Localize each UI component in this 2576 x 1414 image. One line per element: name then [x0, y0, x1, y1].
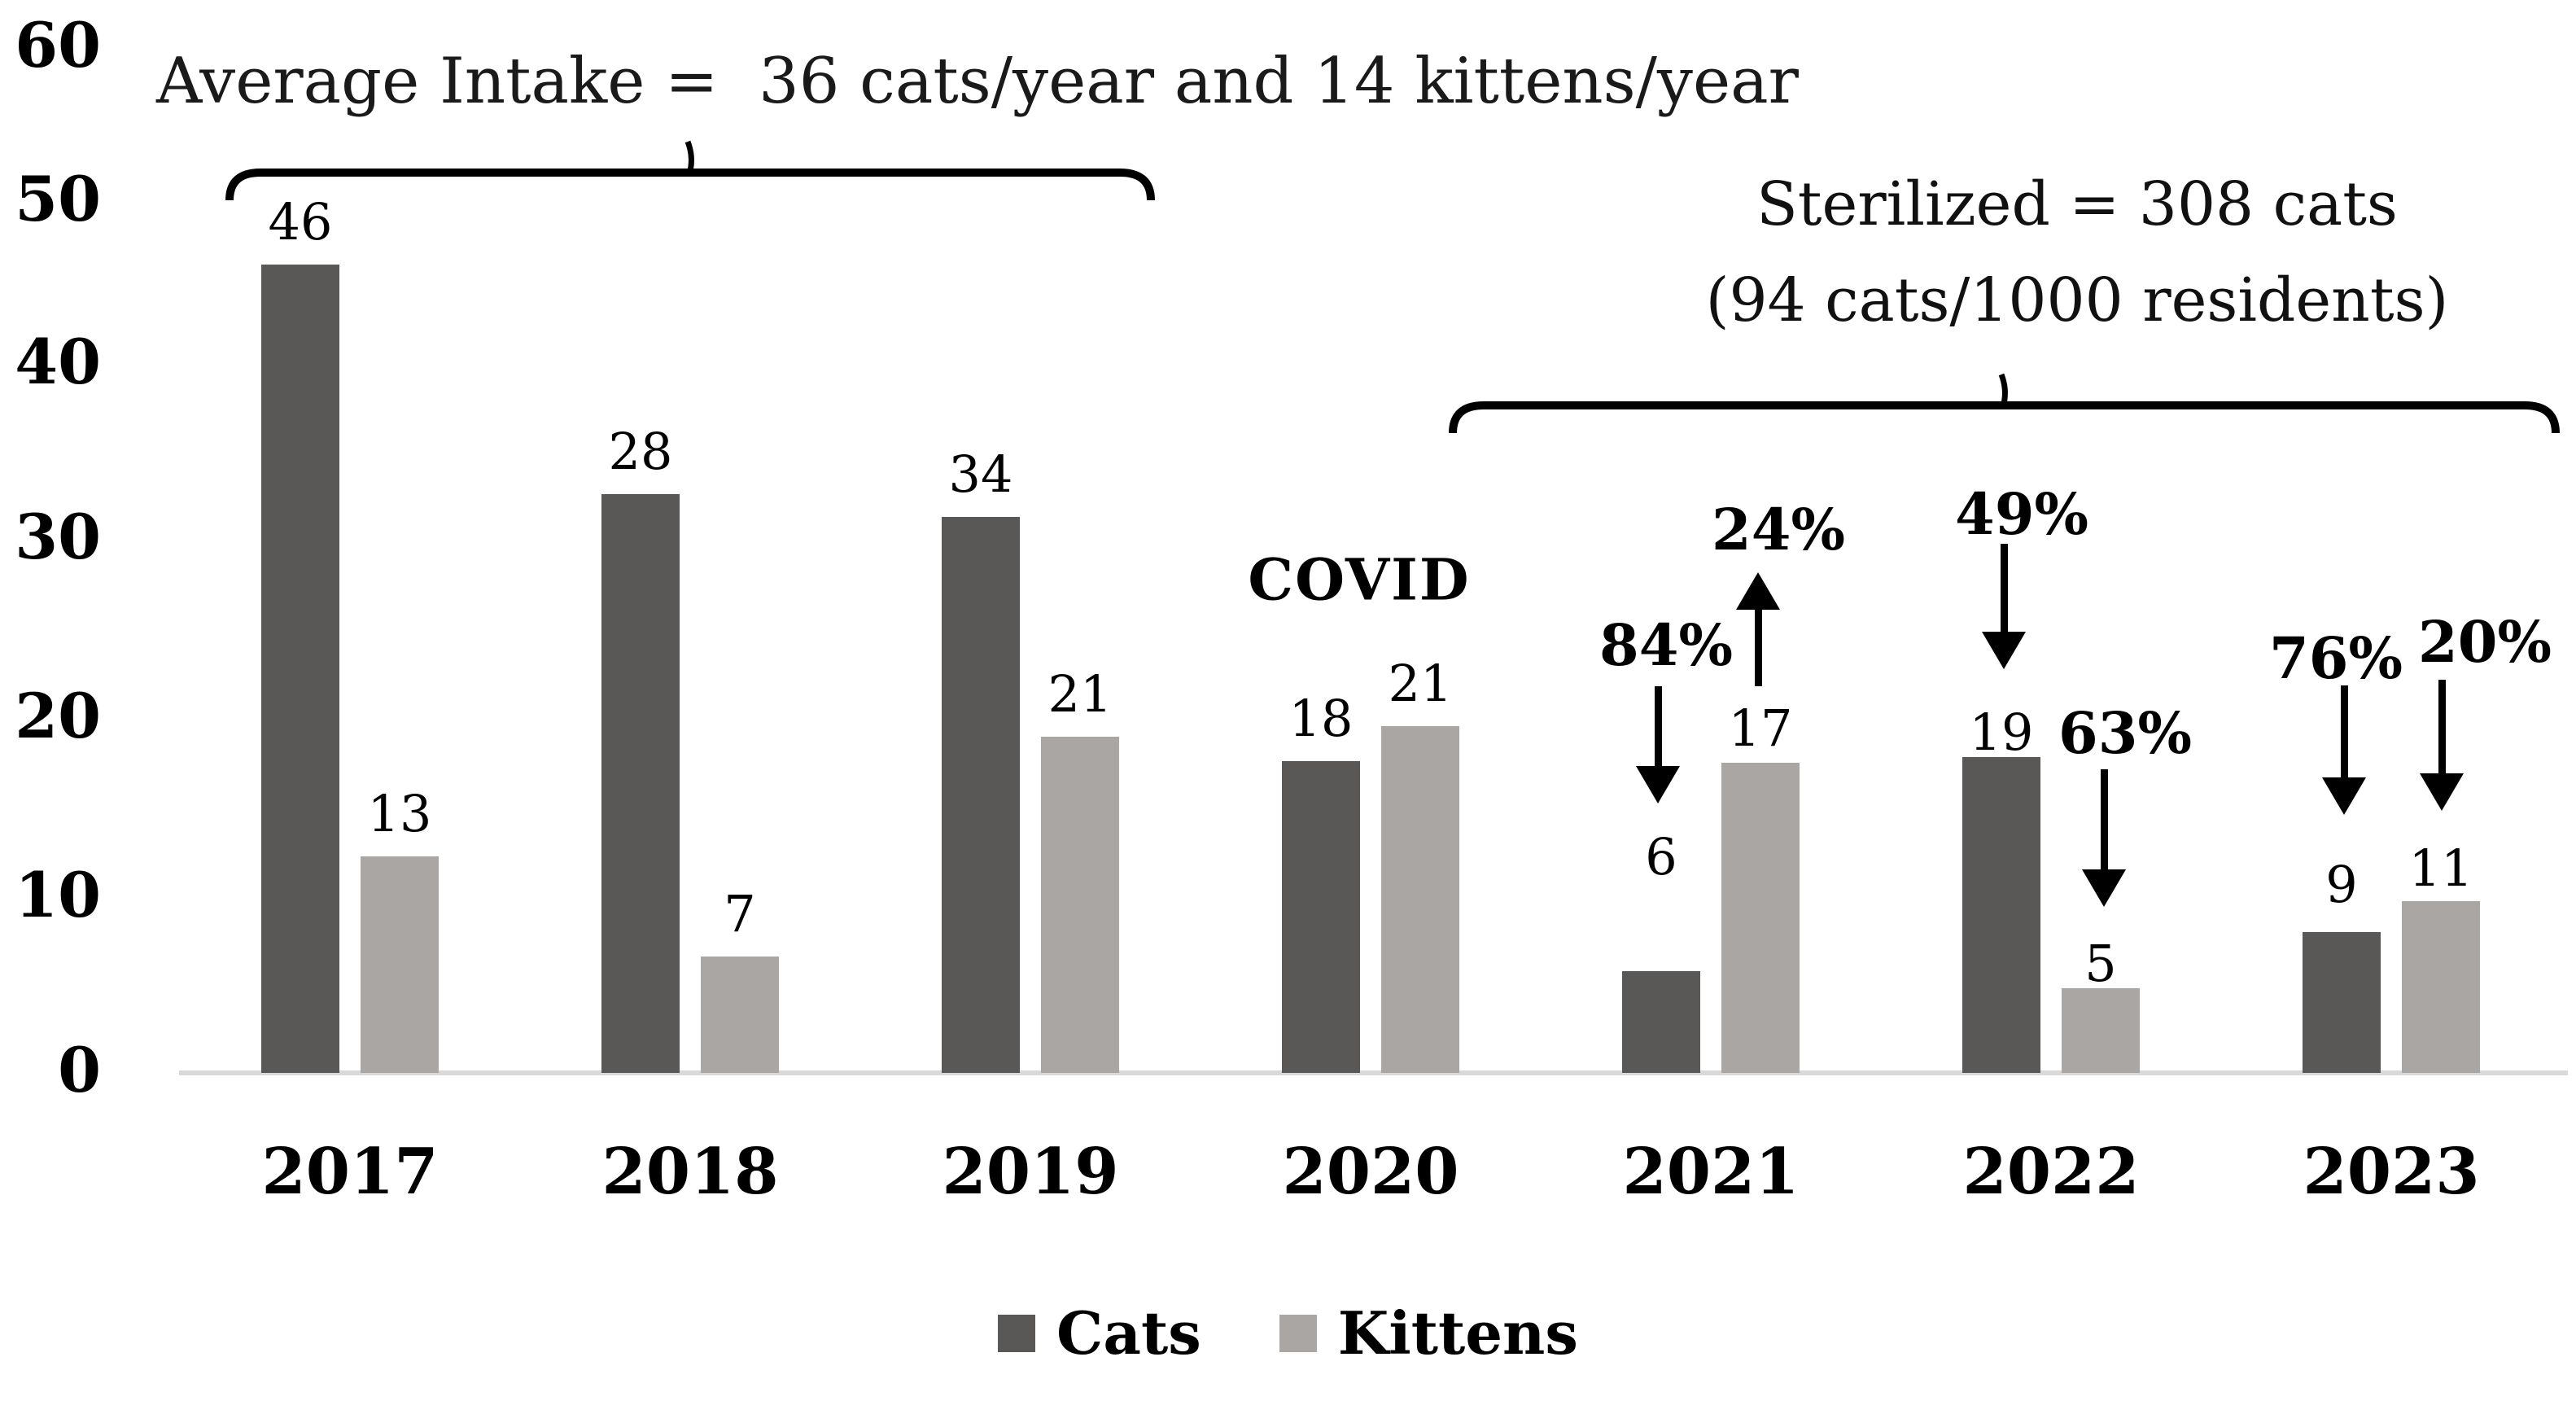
x-axis-label: 2018 — [601, 1135, 779, 1209]
pct-change-label-cats-2022: 49% — [1955, 480, 2088, 548]
covid-annotation: COVID — [1248, 545, 1471, 614]
sterilized-brace — [1449, 401, 2560, 434]
value-label-cats-2019: 34 — [948, 444, 1013, 504]
x-axis-label: 2019 — [942, 1135, 1119, 1209]
legend-item-kittens: Kittens — [1279, 1304, 1578, 1363]
trend-arrow-down-icon — [2100, 769, 2108, 874]
trend-arrow-down-icon — [2082, 869, 2126, 907]
y-axis-tick-label: 30 — [15, 501, 101, 573]
bar-cats-2017 — [261, 265, 339, 1073]
value-label-kittens-2020: 21 — [1388, 654, 1453, 713]
value-label-cats-2018: 28 — [608, 422, 673, 481]
bar-kittens-2018 — [701, 957, 779, 1073]
y-axis-tick-label: 60 — [15, 9, 101, 81]
value-label-cats-2020: 18 — [1288, 689, 1354, 748]
bar-cats-2021 — [1622, 971, 1700, 1073]
legend: Cats Kittens — [0, 1304, 2576, 1363]
trend-arrow-down-icon — [1636, 766, 1680, 803]
trend-arrow-up-icon — [1754, 605, 1762, 686]
y-axis-tick-label: 0 — [58, 1034, 101, 1106]
bar-kittens-2017 — [361, 856, 439, 1073]
legend-label-cats: Cats — [1056, 1298, 1201, 1368]
sterilized-line2: (94 cats/1000 residents) — [1705, 265, 2449, 335]
x-axis-label: 2020 — [1282, 1135, 1459, 1209]
bar-kittens-2023 — [2402, 901, 2480, 1073]
bar-kittens-2020 — [1381, 726, 1459, 1073]
intake-brace — [225, 169, 1155, 201]
trend-arrow-down-icon — [2420, 773, 2464, 811]
x-axis-line — [179, 1070, 2568, 1075]
value-label-kittens-2021: 17 — [1728, 698, 1793, 758]
sterilized-annotation: Sterilized = 308 cats (94 cats/1000 resi… — [1706, 156, 2449, 348]
pct-change-label-kittens-2022: 63% — [2058, 699, 2192, 767]
value-label-kittens-2019: 21 — [1047, 664, 1113, 724]
intake-brace-tick — [684, 140, 694, 172]
legend-item-cats: Cats — [998, 1304, 1201, 1363]
x-axis-label: 2021 — [1622, 1135, 1800, 1209]
x-axis-label: 2022 — [1962, 1135, 2140, 1209]
bar-cats-2023 — [2303, 932, 2381, 1073]
bar-cats-2019 — [942, 517, 1020, 1073]
pct-change-label-kittens-2023: 20% — [2418, 608, 2552, 676]
trend-arrow-down-icon — [2322, 777, 2366, 815]
value-label-cats-2023: 9 — [2325, 855, 2358, 914]
value-label-cats-2022: 19 — [1969, 703, 2034, 762]
trend-arrow-down-icon — [2438, 680, 2446, 778]
y-axis-tick-label: 20 — [15, 680, 101, 752]
trend-arrow-down-icon — [1654, 686, 1662, 771]
pct-change-label-cats-2023: 76% — [2269, 624, 2403, 692]
bar-cats-2018 — [601, 494, 680, 1073]
value-label-kittens-2017: 13 — [367, 784, 432, 843]
trend-arrow-down-icon — [2340, 685, 2348, 782]
y-axis-tick-label: 50 — [15, 163, 101, 235]
bar-kittens-2021 — [1721, 763, 1800, 1073]
pct-change-label-kittens-2021: 24% — [1712, 496, 1845, 563]
trend-arrow-up-icon — [1736, 572, 1780, 610]
value-label-kittens-2023: 11 — [2408, 838, 2473, 898]
trend-arrow-down-icon — [1982, 632, 2026, 669]
value-label-cats-2021: 6 — [1645, 827, 1677, 886]
x-axis-label: 2023 — [2303, 1135, 2480, 1209]
pct-change-label-cats-2021: 84% — [1599, 611, 1733, 679]
sterilized-line1: Sterilized = 308 cats — [1756, 169, 2398, 239]
y-axis-tick-label: 40 — [15, 326, 101, 398]
value-label-kittens-2018: 7 — [724, 884, 756, 943]
bar-kittens-2019 — [1041, 737, 1119, 1073]
bar-cats-2022 — [1962, 757, 2040, 1073]
y-axis-tick-label: 10 — [15, 859, 101, 931]
legend-label-kittens: Kittens — [1337, 1298, 1578, 1368]
average-intake-annotation: Average Intake = 36 cats/year and 14 kit… — [156, 45, 1799, 118]
cats-swatch-icon — [998, 1315, 1036, 1352]
x-axis-label: 2017 — [261, 1135, 439, 1209]
trend-arrow-down-icon — [2000, 544, 2008, 637]
sterilized-brace-tick — [1998, 373, 2008, 405]
value-label-kittens-2022: 5 — [2084, 934, 2117, 993]
bar-cats-2020 — [1282, 761, 1360, 1073]
value-label-cats-2017: 46 — [268, 192, 333, 252]
bar-kittens-2022 — [2062, 988, 2140, 1073]
kittens-swatch-icon — [1279, 1315, 1317, 1352]
